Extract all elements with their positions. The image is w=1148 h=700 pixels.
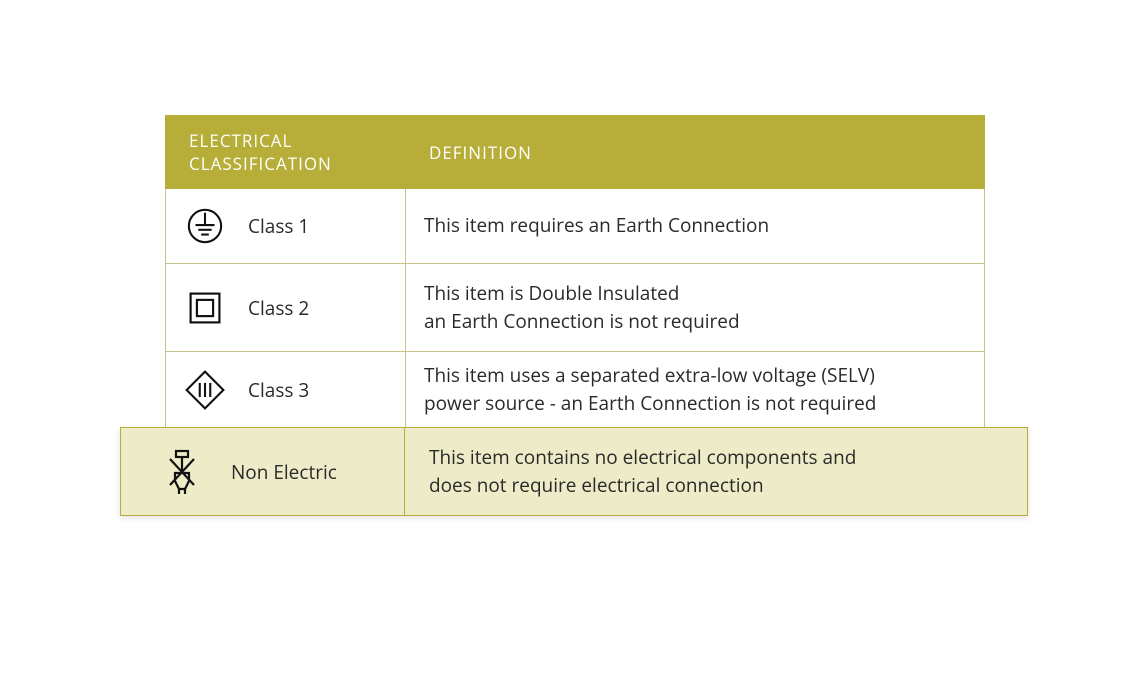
classification-cell: Class 1 — [166, 189, 406, 263]
definition-text: does not require electrical connection — [429, 472, 1009, 500]
table-header: ELECTRICAL CLASSIFICATION DEFINITION — [165, 115, 985, 189]
definition-text: power source - an Earth Connection is no… — [424, 390, 966, 418]
header-text: ELECTRICAL — [189, 129, 381, 152]
definition-text: an Earth Connection is not required — [424, 308, 966, 336]
diamond-iii-icon — [184, 369, 226, 411]
class-label: Class 1 — [248, 213, 309, 239]
earth-icon — [184, 205, 226, 247]
header-text: CLASSIFICATION — [189, 152, 381, 175]
definition-text: This item is Double Insulated — [424, 280, 966, 308]
classification-cell: Class 2 — [166, 264, 406, 351]
definition-text: This item uses a separated extra-low vol… — [424, 362, 966, 390]
classification-table: ELECTRICAL CLASSIFICATION DEFINITION Cla… — [165, 115, 985, 428]
table-row: Class 3 This item uses a separated extra… — [165, 352, 985, 428]
class-label: Class 2 — [248, 295, 309, 321]
definition-text: This item requires an Earth Connection — [424, 212, 966, 240]
table-body: Class 1 This item requires an Earth Conn… — [165, 189, 985, 428]
no-plug-icon — [161, 451, 203, 493]
definition-cell: This item contains no electrical compone… — [405, 428, 1027, 515]
double-square-icon — [184, 287, 226, 329]
class-label: Non Electric — [231, 459, 337, 485]
definition-cell: This item uses a separated extra-low vol… — [406, 352, 984, 427]
table-row: Class 1 This item requires an Earth Conn… — [165, 189, 985, 264]
definition-cell: This item is Double Insulated an Earth C… — [406, 264, 984, 351]
definition-text: This item contains no electrical compone… — [429, 444, 1009, 472]
header-col-definition: DEFINITION — [405, 115, 985, 189]
header-col-classification: ELECTRICAL CLASSIFICATION — [165, 115, 405, 189]
classification-cell: Non Electric — [121, 428, 405, 515]
table-row: Class 2 This item is Double Insulated an… — [165, 264, 985, 352]
table-row-highlighted: Non Electric This item contains no elect… — [120, 427, 1028, 516]
header-text: DEFINITION — [429, 141, 532, 164]
class-label: Class 3 — [248, 377, 309, 403]
definition-cell: This item requires an Earth Connection — [406, 189, 984, 263]
classification-cell: Class 3 — [166, 352, 406, 427]
